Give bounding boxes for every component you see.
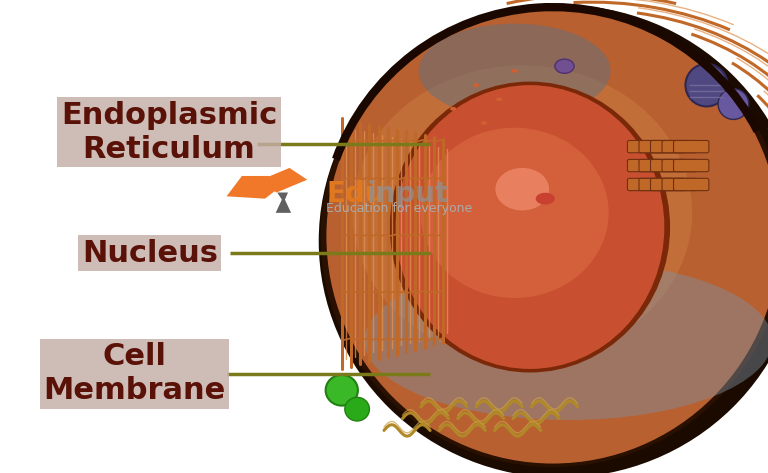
Polygon shape bbox=[227, 176, 280, 199]
Ellipse shape bbox=[718, 89, 749, 120]
Ellipse shape bbox=[345, 397, 369, 421]
FancyBboxPatch shape bbox=[627, 140, 663, 153]
Polygon shape bbox=[276, 193, 291, 213]
FancyBboxPatch shape bbox=[662, 140, 697, 153]
Circle shape bbox=[496, 97, 502, 101]
Text: Cell
Membrane: Cell Membrane bbox=[43, 342, 226, 405]
Ellipse shape bbox=[419, 24, 611, 118]
Circle shape bbox=[481, 121, 487, 125]
Circle shape bbox=[511, 69, 518, 73]
Ellipse shape bbox=[495, 168, 549, 210]
Ellipse shape bbox=[396, 85, 664, 369]
Ellipse shape bbox=[364, 261, 768, 420]
Ellipse shape bbox=[554, 59, 574, 73]
Ellipse shape bbox=[686, 64, 728, 106]
Polygon shape bbox=[259, 168, 307, 193]
FancyBboxPatch shape bbox=[639, 140, 674, 153]
Text: Nucleus: Nucleus bbox=[81, 238, 218, 268]
Text: Edu: Edu bbox=[326, 180, 385, 208]
Text: Education for everyone: Education for everyone bbox=[326, 201, 472, 215]
FancyBboxPatch shape bbox=[674, 159, 709, 172]
FancyBboxPatch shape bbox=[650, 140, 686, 153]
FancyBboxPatch shape bbox=[639, 159, 674, 172]
Ellipse shape bbox=[319, 5, 768, 473]
Ellipse shape bbox=[389, 82, 670, 373]
FancyBboxPatch shape bbox=[627, 178, 663, 191]
FancyBboxPatch shape bbox=[662, 159, 697, 172]
Ellipse shape bbox=[420, 128, 608, 298]
FancyBboxPatch shape bbox=[627, 159, 663, 172]
Text: input: input bbox=[367, 180, 449, 208]
FancyBboxPatch shape bbox=[650, 178, 686, 191]
Ellipse shape bbox=[326, 9, 768, 464]
FancyBboxPatch shape bbox=[650, 159, 686, 172]
Ellipse shape bbox=[321, 6, 768, 467]
FancyBboxPatch shape bbox=[662, 178, 697, 191]
FancyBboxPatch shape bbox=[674, 140, 709, 153]
Ellipse shape bbox=[535, 193, 554, 204]
FancyBboxPatch shape bbox=[639, 178, 674, 191]
Circle shape bbox=[450, 107, 456, 111]
Ellipse shape bbox=[353, 65, 692, 360]
Text: Endoplasmic
Reticulum: Endoplasmic Reticulum bbox=[61, 101, 277, 164]
FancyBboxPatch shape bbox=[674, 178, 709, 191]
Circle shape bbox=[473, 83, 479, 87]
Ellipse shape bbox=[326, 375, 358, 406]
